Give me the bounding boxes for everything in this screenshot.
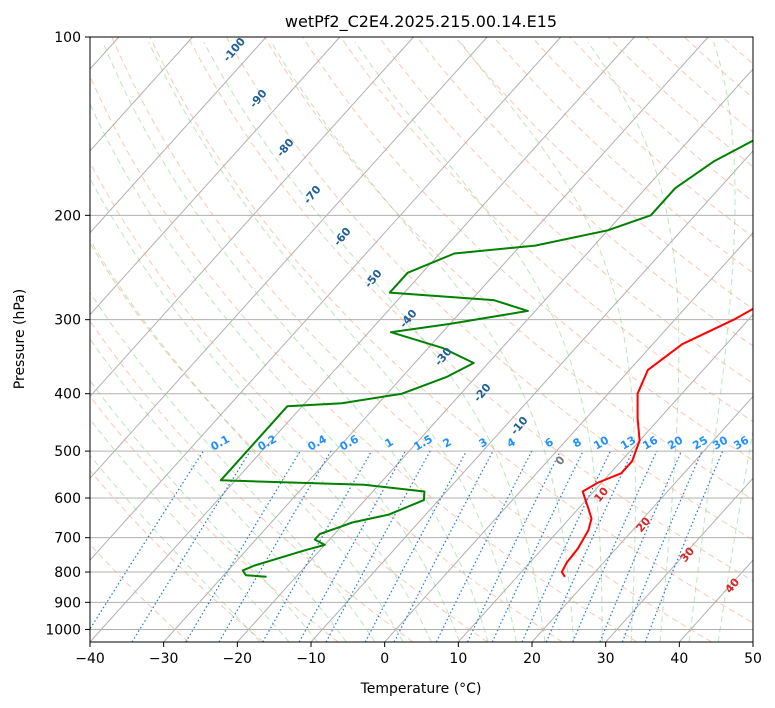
mixing-ratio-line xyxy=(131,450,251,642)
mixing-ratio-line xyxy=(545,450,634,642)
temperature-line xyxy=(560,307,753,578)
x-tick-label: 10 xyxy=(449,651,467,667)
isotherm-line xyxy=(90,37,193,152)
moist-adiabat-line xyxy=(102,41,489,642)
isotherm-line xyxy=(90,37,414,398)
y-tick-label: 600 xyxy=(54,491,81,507)
dry-adiabat-line xyxy=(90,395,339,642)
y-tick-label: 100 xyxy=(54,30,81,46)
isotherm-line xyxy=(90,37,488,480)
y-tick-label: 700 xyxy=(54,531,81,547)
y-tick-label: 900 xyxy=(54,595,81,611)
x-tick-label: −40 xyxy=(75,651,105,667)
x-tick-label: 40 xyxy=(670,651,688,667)
mixing-ratio-line xyxy=(90,450,204,631)
moist-adiabat-line xyxy=(354,41,603,642)
plot-frame xyxy=(89,36,754,643)
background-lines xyxy=(90,37,753,642)
x-tick-label: 0 xyxy=(380,651,389,667)
moist-adiabat-line xyxy=(203,41,546,642)
moist-adiabat-line xyxy=(90,103,461,642)
dry-adiabat-line xyxy=(90,242,488,642)
dry-adiabat-line xyxy=(111,37,712,642)
x-tick-label: 30 xyxy=(597,651,615,667)
dry-adiabat-line xyxy=(90,320,414,642)
grid-layer xyxy=(90,37,753,642)
moist-adiabat-line xyxy=(270,41,575,642)
isotherm-line xyxy=(163,37,709,642)
series-layer xyxy=(219,139,753,578)
axis-ticks: −40 −30 −20 −10 0 10 20 30 40 50 100 200 300 400 500 60… xyxy=(45,30,762,667)
y-tick-label: 200 xyxy=(54,208,81,224)
y-tick-label: 500 xyxy=(54,444,81,460)
y-tick-label: 300 xyxy=(54,313,81,329)
mixing-ratio-line xyxy=(325,450,431,642)
moist-adiabat-line xyxy=(717,428,753,642)
y-tick-label: 1000 xyxy=(45,622,81,638)
x-tick-label: −10 xyxy=(296,651,326,667)
dry-adiabat-line xyxy=(90,161,563,642)
x-tick-label: 20 xyxy=(523,651,541,667)
isotherm-line xyxy=(384,231,753,642)
moist-adiabat-line xyxy=(90,238,404,642)
mixing-ratio-line xyxy=(364,450,467,642)
isotherm-line xyxy=(310,150,753,642)
moist-adiabat-line xyxy=(688,41,736,642)
isotherm-line xyxy=(605,477,753,642)
dry-adiabat-line xyxy=(90,543,190,642)
mixing-ratio-line xyxy=(644,450,724,642)
dry-adiabat-line xyxy=(149,37,753,624)
y-tick-label: 400 xyxy=(54,387,81,403)
moist-adiabat-line xyxy=(587,41,680,642)
x-axis-label: Temperature (°C) xyxy=(360,681,482,697)
moist-adiabat-line xyxy=(90,338,347,642)
moist-adiabat-line xyxy=(90,379,319,642)
mixing-ratio-line xyxy=(599,450,682,642)
moist-adiabat-line xyxy=(90,291,376,642)
isotherm-line xyxy=(457,313,753,642)
x-tick-label: −30 xyxy=(149,651,179,667)
isotherm-line xyxy=(90,37,267,234)
isotherm-line xyxy=(90,37,341,316)
mixing-ratio-line xyxy=(621,450,703,642)
dewpoint-line xyxy=(219,139,753,578)
x-tick-label: 50 xyxy=(744,651,762,667)
x-tick-label: −20 xyxy=(223,651,253,667)
isotherm-line xyxy=(531,395,753,642)
isotherm-line xyxy=(90,37,635,642)
y-tick-label: 800 xyxy=(54,565,81,581)
dry-adiabat-line xyxy=(90,469,264,642)
plot-area xyxy=(90,37,753,642)
moist-adiabat-line xyxy=(90,454,261,642)
dry-adiabat-line xyxy=(454,37,753,310)
mixing-ratio-line xyxy=(298,450,406,642)
moist-adiabat-line xyxy=(460,41,636,642)
dry-adiabat-line xyxy=(416,37,753,347)
chart-title: wetPf2_C2E4.2025.215.00.14.E15 xyxy=(285,12,557,32)
moist-adiabat-line xyxy=(148,41,517,642)
moist-adiabat-line xyxy=(90,418,290,642)
isotherm-line xyxy=(236,68,753,642)
moist-adiabat-line xyxy=(90,177,432,642)
y-axis-label: Pressure (hPa) xyxy=(12,289,28,389)
isotherm-line xyxy=(90,37,562,561)
mixing-ratio-line xyxy=(572,450,658,642)
mixing-ratio-line xyxy=(435,450,533,642)
